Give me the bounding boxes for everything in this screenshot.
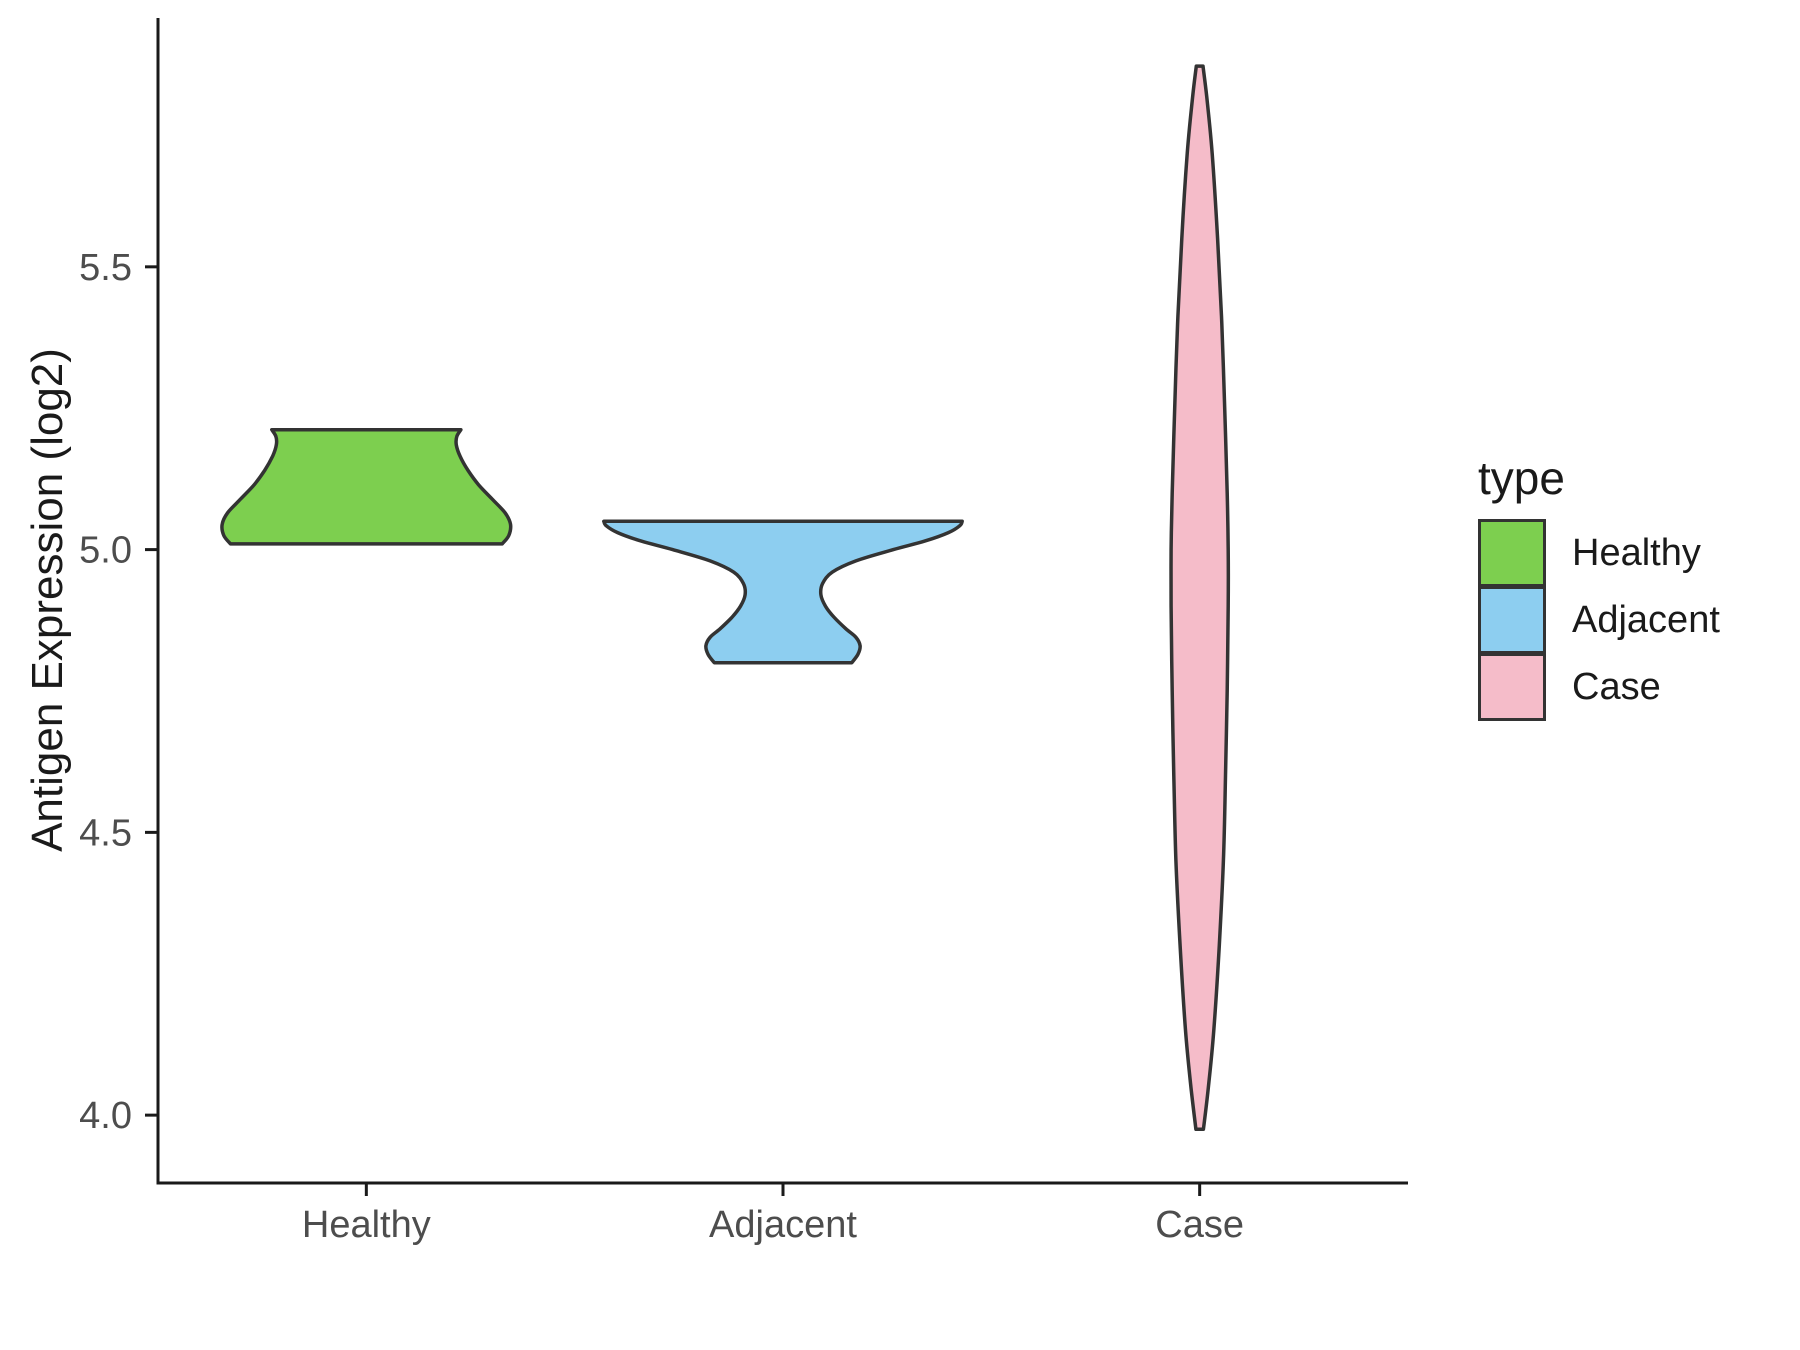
y-tick-label: 5.5 bbox=[79, 247, 132, 289]
violin-healthy bbox=[220, 427, 513, 546]
y-tick-label: 5.0 bbox=[79, 530, 132, 572]
legend-label-case: Case bbox=[1572, 665, 1661, 708]
legend-entry-adjacent: Adjacent bbox=[1478, 585, 1720, 655]
legend-title: type bbox=[1478, 452, 1565, 504]
x-category-label: Case bbox=[1155, 1204, 1244, 1246]
x-category-label: Healthy bbox=[302, 1204, 431, 1246]
violin-adjacent bbox=[602, 519, 964, 665]
x-category-label: Adjacent bbox=[709, 1204, 857, 1246]
y-tick-label: 4.0 bbox=[79, 1095, 132, 1137]
y-axis-title: Antigen Expression (log2) bbox=[23, 348, 72, 852]
legend-entry-case: Case bbox=[1478, 652, 1720, 722]
legend-swatch-healthy bbox=[1478, 519, 1546, 587]
legend: type Healthy Adjacent Case bbox=[1478, 452, 1720, 722]
legend-entry-healthy: Healthy bbox=[1478, 518, 1720, 588]
y-tick-label: 4.5 bbox=[79, 812, 132, 854]
legend-swatch-adjacent bbox=[1478, 586, 1546, 654]
legend-swatch-case bbox=[1478, 653, 1546, 721]
violin-case bbox=[1169, 64, 1231, 1132]
legend-label-healthy: Healthy bbox=[1572, 531, 1701, 574]
legend-label-adjacent: Adjacent bbox=[1572, 598, 1720, 641]
